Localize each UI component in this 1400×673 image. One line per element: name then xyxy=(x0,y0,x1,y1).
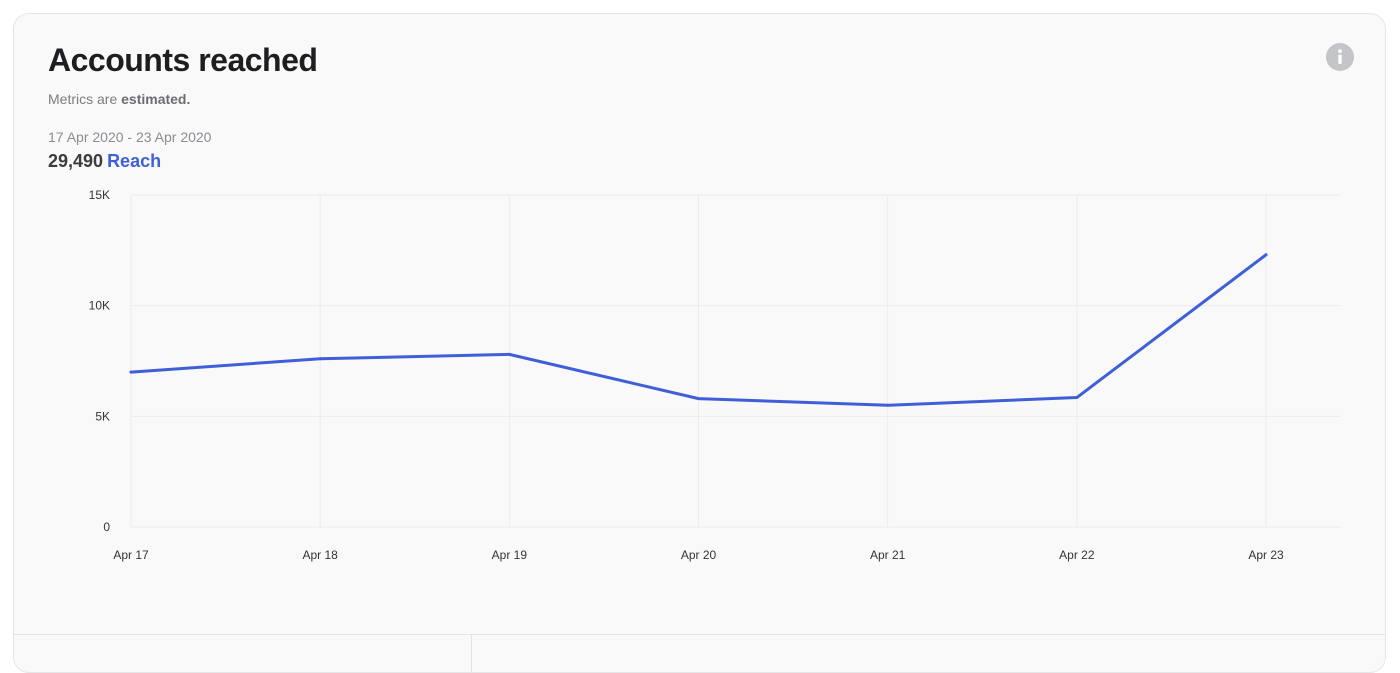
x-tick-label: Apr 21 xyxy=(870,548,906,562)
x-tick-label: Apr 22 xyxy=(1059,548,1095,562)
reach-data-point xyxy=(1075,396,1079,400)
reach-data-point xyxy=(1264,253,1268,257)
accounts-reached-card: Accounts reached Metrics are estimated. … xyxy=(13,13,1386,673)
reach-data-point xyxy=(318,357,322,361)
footer-column-divider xyxy=(471,634,472,672)
reach-total: 29,490 Reach xyxy=(48,151,161,172)
reach-total-label: Reach xyxy=(107,151,162,171)
x-tick-label: Apr 17 xyxy=(113,548,149,562)
y-tick-label: 5K xyxy=(95,409,110,423)
date-range: 17 Apr 2020 - 23 Apr 2020 xyxy=(48,129,212,145)
reach-data-point xyxy=(886,403,890,407)
reach-line-chart: 0 5K 10K 15K Apr 17 Apr 18 Apr 19 Apr 20 Apr 21 A… xyxy=(89,188,1341,562)
x-tick-label: Apr 23 xyxy=(1248,548,1284,562)
info-circle-icon[interactable] xyxy=(1326,43,1354,71)
x-tick-label: Apr 20 xyxy=(681,548,717,562)
y-tick-label: 0 xyxy=(103,520,110,534)
x-tick-label: Apr 18 xyxy=(302,548,338,562)
reach-data-point xyxy=(507,352,511,356)
reach-total-value: 29,490 xyxy=(48,151,104,171)
reach-data-point xyxy=(129,370,133,374)
estimate-note-prefix: Metrics are xyxy=(48,91,122,107)
reach-data-point xyxy=(697,397,700,401)
footer-divider xyxy=(14,634,1385,635)
estimate-note: Metrics are estimated. xyxy=(48,91,190,107)
y-tick-label: 10K xyxy=(89,299,110,313)
card-title: Accounts reached xyxy=(48,42,318,78)
y-tick-label: 15K xyxy=(89,188,110,202)
estimate-note-emphasis: estimated. xyxy=(121,91,191,107)
x-tick-label: Apr 19 xyxy=(492,548,528,562)
